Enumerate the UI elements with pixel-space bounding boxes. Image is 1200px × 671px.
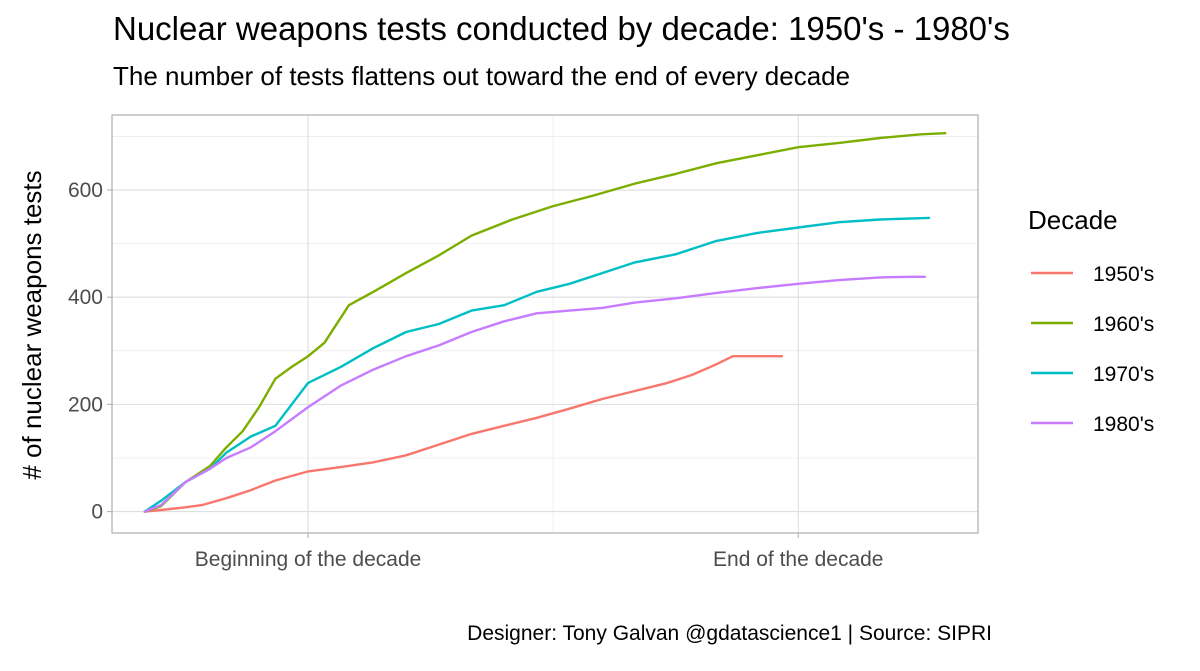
y-tick-label: 600 — [68, 179, 103, 202]
chart-title: Nuclear weapons tests conducted by decad… — [113, 10, 1010, 47]
caption: Designer: Tony Galvan @gdatascience1 | S… — [467, 622, 992, 645]
y-axis-title: # of nuclear weapons tests — [17, 170, 47, 479]
grid — [112, 115, 978, 533]
legend-label: 1960's — [1093, 313, 1154, 336]
y-tick-label: 0 — [91, 501, 103, 524]
chart-subtitle: The number of tests flattens out toward … — [113, 61, 851, 91]
legend-item-1960s: 1960's — [1031, 313, 1154, 336]
x-tick-label: Beginning of the decade — [195, 548, 422, 571]
legend-label: 1950's — [1093, 263, 1154, 286]
legend-item-1980s: 1980's — [1031, 413, 1154, 436]
y-tick-label: 400 — [68, 286, 103, 309]
legend: Decade 1950's 1960's 1970's 1980's — [1028, 205, 1154, 436]
series-lines — [143, 131, 947, 513]
y-tick-label: 200 — [68, 393, 103, 416]
legend-label: 1980's — [1093, 413, 1154, 436]
y-axis-ticks: 0 200 400 600 — [68, 179, 112, 524]
legend-item-1950s: 1950's — [1031, 263, 1154, 286]
x-tick-label: End of the decade — [713, 548, 883, 571]
series-line-1960s — [143, 131, 947, 513]
x-axis-ticks: Beginning of the decade End of the decade — [195, 533, 884, 571]
panel-border — [111, 114, 979, 534]
legend-title: Decade — [1028, 205, 1118, 235]
series-line-1950s — [143, 355, 784, 513]
series-line-1980s — [143, 275, 927, 513]
legend-label: 1970's — [1093, 363, 1154, 386]
series-line-1970s — [143, 216, 931, 513]
legend-item-1970s: 1970's — [1031, 363, 1154, 386]
